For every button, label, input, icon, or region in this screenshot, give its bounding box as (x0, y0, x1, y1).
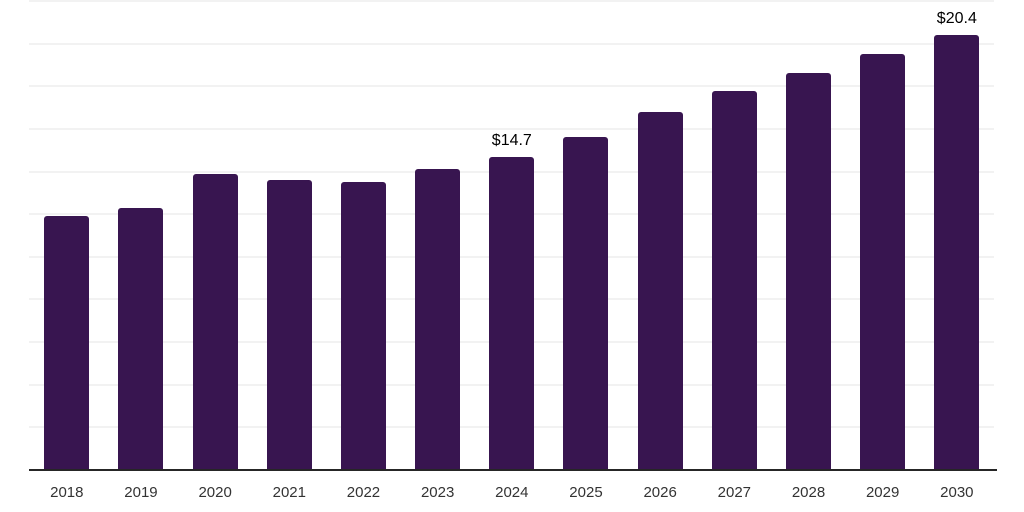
bar-2021 (266, 180, 312, 470)
x-tick-label: 2021 (272, 484, 306, 501)
x-tick-label: 2030 (940, 484, 974, 501)
bar-2027 (711, 90, 757, 470)
bar-value-label: $14.7 (491, 131, 532, 149)
gridline (29, 42, 994, 45)
bar-2026 (637, 111, 683, 470)
x-axis-line (29, 469, 997, 471)
bar-2019 (118, 207, 164, 470)
x-tick-label: 2026 (643, 484, 677, 501)
x-tick-label: 2027 (717, 484, 752, 501)
bar-2022 (340, 182, 386, 470)
x-axis-tick-labels: 2018 2019 2020 2021 2022 2023 2024 2025 2026 2027… (0, 484, 1024, 506)
bar-2030 (934, 35, 980, 470)
x-tick-label: 2018 (50, 484, 84, 501)
bar-2028 (786, 73, 831, 470)
gridline (29, 85, 994, 88)
bar-2018 (44, 216, 90, 470)
bar-2024 (489, 156, 535, 470)
bar-2020 (192, 173, 238, 470)
bar-2025 (563, 137, 609, 470)
x-tick-label: 2023 (420, 484, 455, 501)
x-tick-label: 2028 (791, 484, 826, 501)
x-tick-label: 2025 (569, 484, 603, 501)
gridline (29, 127, 994, 130)
x-tick-label: 2024 (495, 484, 529, 501)
x-tick-label: 2019 (124, 484, 158, 501)
plot-area (29, 0, 994, 470)
x-tick-label: 2022 (346, 484, 381, 501)
x-tick-label: 2029 (865, 484, 900, 501)
x-tick-label: 2020 (198, 484, 232, 501)
bar-value-label: $20.4 (936, 10, 977, 28)
bar-2023 (415, 169, 461, 470)
bar-2029 (860, 54, 906, 470)
gridline (29, 0, 994, 2)
